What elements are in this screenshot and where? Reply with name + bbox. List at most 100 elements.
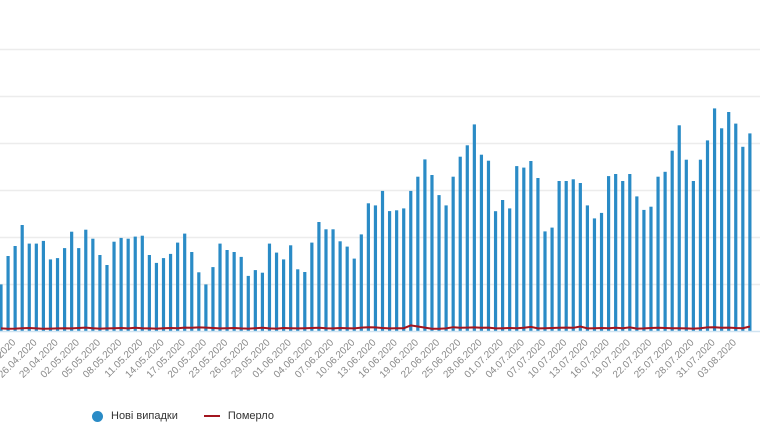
bar-new-cases [416,176,420,331]
bar-new-cases [41,240,45,331]
bar-new-cases [543,231,547,331]
bar-new-cases [48,259,53,331]
bar-new-cases [204,284,208,331]
bar-new-cases [691,181,695,331]
bar-new-cases [296,269,300,331]
bar-new-cases [373,205,378,331]
bar-new-cases [430,175,434,331]
bar-new-cases [515,166,519,331]
bar-new-cases [253,270,257,331]
bar-new-cases [670,150,674,331]
gridlines [0,48,760,286]
legend-marker-deaths [203,415,220,417]
bar-new-cases [402,208,406,331]
bar-new-cases [493,211,498,331]
bar-new-cases [614,174,618,331]
bar-new-cases [260,272,265,331]
bar-new-cases [536,178,540,331]
bar-new-cases [324,229,328,331]
bar-new-cases [345,246,349,331]
bar-new-cases [486,160,491,331]
bar-new-cases [571,179,575,331]
bar-new-cases [161,258,166,331]
bar-new-cases [727,112,731,331]
legend-label-deaths: Померло [227,410,274,422]
bar-new-cases [310,242,314,331]
bar-new-cases [126,238,130,331]
bar-new-cases [444,205,448,331]
bar-new-cases [649,206,653,331]
bar-new-cases [13,246,17,331]
bar-new-cases [197,272,201,331]
bar-new-cases [395,210,399,331]
bar-new-cases [168,253,173,331]
bar-new-cases [190,252,194,331]
bar-new-cases [274,252,279,331]
bar-new-cases [352,258,356,331]
bar-new-cases [698,159,703,331]
bar-new-cases [218,243,222,331]
bar-new-cases [34,243,38,331]
bar-new-cases [705,140,710,331]
bar-new-cases [359,234,363,331]
bar-new-cases [27,243,31,331]
bar-new-cases [656,176,660,331]
bar-new-cases [677,125,681,331]
bar-new-cases [712,108,717,332]
legend-item-new-cases[interactable]: Нові випадки [92,410,178,422]
bar-new-cases [592,218,597,331]
bar-new-cases [479,154,484,331]
bar-new-cases [451,176,455,331]
x-axis-tick-labels: 23.04.202026.04.202029.04.202002.05.2020… [0,337,739,380]
bar-new-cases [133,236,137,331]
bar-new-cases [0,284,3,331]
bar-new-cases [578,183,582,331]
bar-new-cases [684,159,688,331]
legend: Нові випадки Померло [92,410,300,422]
legend-item-deaths[interactable]: Померло [203,410,274,422]
bar-new-cases [112,241,116,331]
bar-new-cases [621,181,625,331]
bar-series-new-cases [0,108,752,332]
bar-new-cases [564,181,568,331]
legend-label-new-cases: Нові випадки [111,410,178,422]
bar-new-cases [642,209,646,331]
bar-new-cases [303,272,307,331]
bar-new-cases [176,242,180,331]
bar-new-cases [522,167,526,331]
bar-new-cases [183,233,187,331]
bar-new-cases [606,176,611,331]
bar-new-cases [6,256,10,331]
bar-new-cases [741,146,745,331]
bar-new-cases [91,238,95,331]
bar-new-cases [387,211,392,331]
bar-new-cases [317,222,321,331]
bar-new-cases [70,231,74,331]
bar-new-cases [55,258,60,331]
bar-new-cases [289,245,293,331]
bar-new-cases [501,200,505,331]
bar-new-cases [380,190,385,331]
bar-new-cases [338,241,342,331]
bar-new-cases [62,248,67,331]
bar-new-cases [282,259,286,331]
bar-new-cases [635,196,639,331]
bar-new-cases [472,124,476,332]
bar-new-cases [409,190,413,331]
bar-new-cases [423,159,427,331]
bar-new-cases [20,225,24,331]
bar-new-cases [140,235,144,331]
bar-new-cases [585,205,589,331]
bar-new-cases [663,171,667,331]
bar-new-cases [211,267,215,331]
legend-marker-new-cases [92,410,103,422]
bar-new-cases [366,203,370,331]
bar-new-cases [331,229,335,331]
bar-new-cases [246,275,250,331]
line-series-deaths [0,324,751,330]
bar-new-cases [84,229,88,331]
bar-new-cases [508,208,512,331]
bar-new-cases [105,265,109,331]
bar-new-cases [465,145,469,331]
